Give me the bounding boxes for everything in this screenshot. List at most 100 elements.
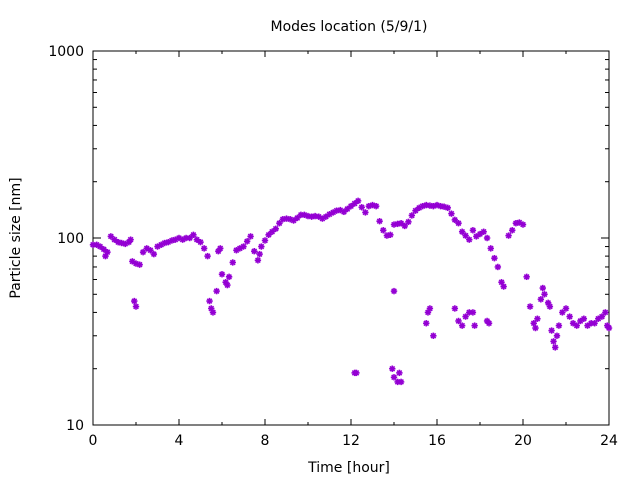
data-point: [546, 303, 554, 310]
data-point: [539, 284, 546, 292]
data-point: [279, 216, 287, 223]
data-point: [132, 303, 140, 310]
data-point: [483, 234, 491, 242]
data-point: [107, 233, 115, 240]
data-point: [451, 305, 459, 312]
data-point: [136, 261, 143, 268]
data-point: [462, 313, 469, 320]
data-point: [190, 231, 197, 239]
data-point: [390, 374, 398, 381]
data-point: [605, 324, 613, 332]
data-point: [555, 322, 563, 329]
data-point: [573, 322, 580, 329]
data-point: [448, 210, 455, 217]
data-point: [362, 209, 369, 216]
data-point: [526, 303, 534, 310]
data-point: [150, 250, 158, 258]
data-point: [500, 283, 507, 290]
data-point: [444, 204, 451, 212]
data-point: [200, 245, 208, 252]
data-point: [390, 287, 398, 295]
data-point: [550, 338, 557, 345]
data-point: [519, 221, 527, 228]
data-point: [217, 245, 224, 252]
x-tick-label: 20: [514, 433, 532, 449]
x-tick-label: 24: [600, 433, 618, 449]
data-point: [458, 322, 466, 329]
data-point: [213, 287, 220, 295]
data-point: [541, 291, 548, 298]
data-point: [322, 213, 330, 220]
data-point: [423, 320, 430, 327]
data-point: [485, 320, 493, 327]
data-point: [469, 227, 477, 234]
data-point: [537, 296, 545, 303]
data-point: [258, 243, 265, 250]
data-point: [553, 332, 561, 339]
data-point: [256, 250, 263, 258]
data-point: [376, 217, 383, 225]
data-point: [548, 327, 555, 334]
data-point: [100, 246, 107, 253]
y-axis-title: Particle size [nm]: [8, 177, 24, 298]
data-point: [387, 231, 394, 239]
data-point: [396, 369, 403, 377]
data-point: [240, 243, 247, 250]
data-point: [389, 365, 396, 372]
data-point: [224, 281, 231, 289]
data-point: [354, 197, 362, 205]
data-point: [251, 247, 258, 255]
x-axis-title: Time [hour]: [307, 460, 390, 476]
data-point: [401, 222, 408, 230]
data-point: [552, 344, 559, 351]
y-tick-label: 100: [57, 231, 84, 247]
data-point: [455, 317, 462, 325]
data-point: [562, 305, 570, 312]
data-point: [372, 202, 380, 210]
data-point: [491, 254, 498, 262]
data-point: [430, 332, 437, 339]
data-point: [247, 233, 254, 240]
data-point: [272, 225, 279, 232]
x-tick-label: 12: [342, 433, 360, 449]
data-point: [347, 202, 355, 210]
data-point: [218, 271, 226, 278]
data-point: [509, 227, 516, 234]
x-tick-label: 8: [261, 433, 270, 449]
y-tick-label: 10: [66, 418, 84, 434]
chart-title: Modes location (5/9/1): [271, 19, 428, 35]
data-point: [261, 237, 269, 244]
data-point: [254, 257, 262, 264]
data-point: [480, 228, 487, 235]
data-point: [487, 245, 494, 252]
data-point: [523, 273, 530, 281]
data-point: [408, 212, 416, 219]
y-tick-label: 1000: [48, 44, 84, 60]
data-point: [455, 219, 462, 227]
data-point: [412, 207, 419, 214]
data-point: [380, 227, 387, 234]
data-point: [469, 309, 477, 316]
data-point: [243, 238, 251, 245]
data-point: [229, 259, 236, 266]
data-point: [209, 309, 217, 316]
x-axis: 0 4 8 12 16 20 24: [89, 51, 618, 449]
data-point: [131, 297, 138, 305]
data-point: [206, 297, 213, 305]
data-point: [397, 378, 405, 386]
x-tick-label: 4: [175, 433, 184, 449]
data-point: [566, 313, 573, 320]
data-point: [580, 315, 588, 322]
data-point: [602, 309, 609, 316]
data-point: [405, 218, 412, 226]
data-point: [197, 238, 204, 246]
x-tick-label: 0: [89, 433, 98, 449]
data-point: [532, 324, 539, 332]
data-point: [204, 252, 211, 260]
y-axis: 10 100 1000: [48, 44, 609, 434]
data-points: [89, 197, 613, 386]
data-point: [353, 369, 360, 377]
data-point: [466, 236, 473, 243]
data-point: [471, 322, 478, 329]
data-point: [462, 232, 469, 239]
